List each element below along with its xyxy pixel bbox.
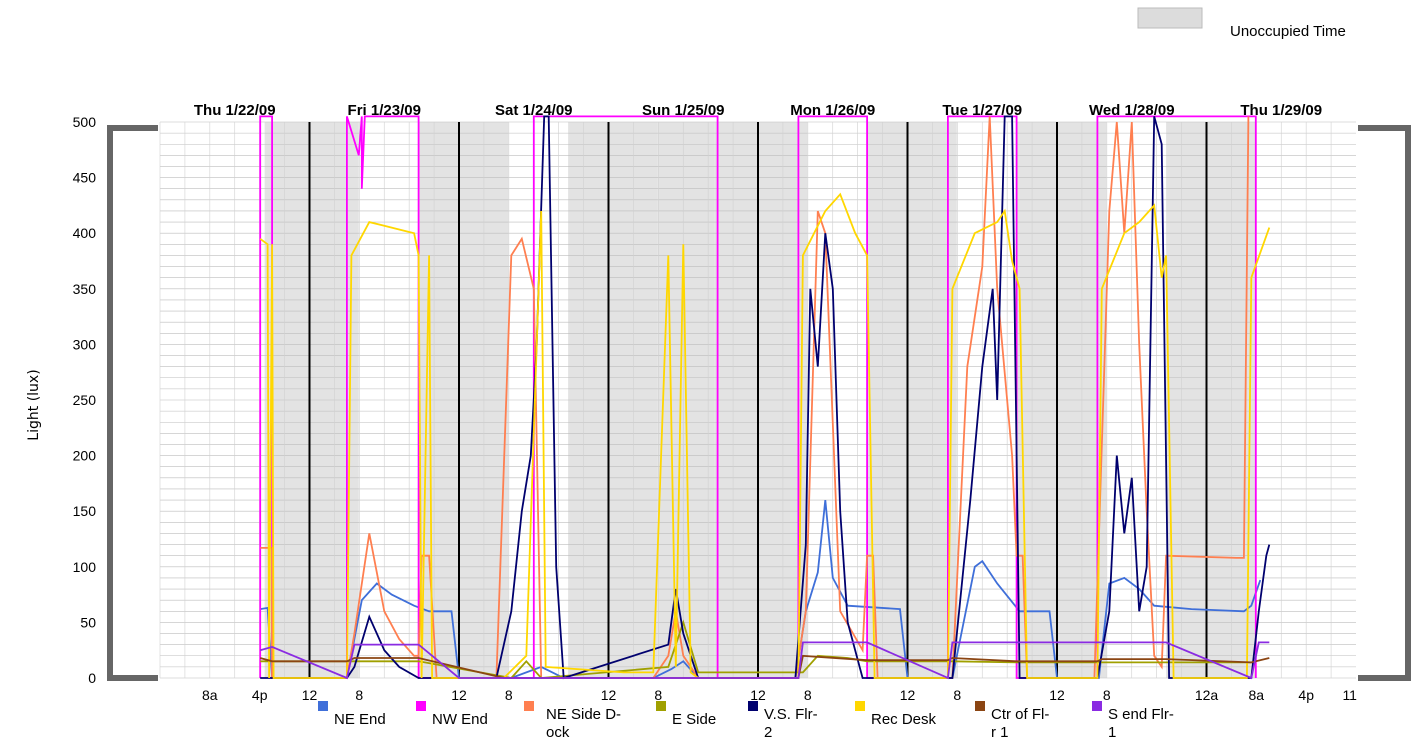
legend-label: V.S. Flr- xyxy=(764,706,818,723)
y-tick-label: 450 xyxy=(73,170,97,186)
y-tick-label: 350 xyxy=(73,281,97,297)
series-line xyxy=(259,641,1270,680)
y-tick-label: 300 xyxy=(73,336,97,352)
series-line xyxy=(259,654,1270,679)
x-tick-label: 12a xyxy=(1195,687,1219,703)
legend-swatch xyxy=(748,701,758,711)
x-tick-label: 4p xyxy=(1298,687,1314,703)
legend-label: Rec Desk xyxy=(871,711,937,728)
legend-swatch xyxy=(416,701,426,711)
legend-label: E Side xyxy=(672,711,716,728)
day-label: Fri 1/23/09 xyxy=(348,102,421,119)
y-tick-label: 100 xyxy=(73,559,97,575)
legend-label: 2 xyxy=(764,724,772,740)
legend-label: 1 xyxy=(1108,724,1116,740)
y-tick-label: 400 xyxy=(73,225,97,241)
left-bracket xyxy=(107,125,158,681)
x-tick-label: 8a xyxy=(202,687,218,703)
x-tick-label: 12 xyxy=(1049,687,1065,703)
legend-label: NW End xyxy=(432,711,488,728)
y-tick-label: 250 xyxy=(73,392,97,408)
legend-swatch xyxy=(656,701,666,711)
series-line xyxy=(260,500,1262,679)
x-tick-label: 12 xyxy=(750,687,766,703)
legend-label: NE Side D- xyxy=(546,706,621,723)
legend-swatch xyxy=(975,701,985,711)
day-label: Thu 1/22/09 xyxy=(194,102,276,119)
series-line xyxy=(260,116,1250,679)
y-tick-label: 150 xyxy=(73,503,97,519)
y-tick-label: 200 xyxy=(73,448,97,464)
legend-label: ock xyxy=(546,724,570,740)
x-tick-label: 8 xyxy=(654,687,662,703)
x-tick-label: 11 xyxy=(1342,687,1357,703)
series-line xyxy=(260,619,1256,679)
x-tick-label: 8 xyxy=(953,687,961,703)
x-tick-label: 12 xyxy=(601,687,617,703)
legend-label: S end Flr- xyxy=(1108,706,1174,723)
y-tick-label: 50 xyxy=(80,614,96,630)
right-bracket xyxy=(1358,125,1411,681)
x-tick-label: 12 xyxy=(451,687,467,703)
day-label: Thu 1/29/09 xyxy=(1240,102,1322,119)
y-tick-label: 500 xyxy=(73,114,97,130)
legend-label: Ctr of Fl- xyxy=(991,706,1049,723)
x-tick-label: 12 xyxy=(302,687,318,703)
legend-swatch xyxy=(318,701,328,711)
legend-label: NE End xyxy=(334,711,386,728)
day-label: Wed 1/28/09 xyxy=(1089,102,1175,119)
day-label: Mon 1/26/09 xyxy=(790,102,875,119)
x-tick-label: 8a xyxy=(1248,687,1264,703)
x-tick-label: 8 xyxy=(505,687,513,703)
legend-label: r 1 xyxy=(991,724,1009,740)
day-label: Sun 1/25/09 xyxy=(642,102,725,119)
unoccupied-legend-label: Unoccupied Time xyxy=(1230,23,1346,40)
unoccupied-legend-swatch xyxy=(1137,7,1203,29)
legend-swatch xyxy=(855,701,865,711)
x-tick-label: 12 xyxy=(900,687,916,703)
legend-swatch xyxy=(1092,701,1102,711)
x-tick-label: 8 xyxy=(1103,687,1111,703)
y-axis-label: Light (lux) xyxy=(26,369,42,440)
x-tick-label: 8 xyxy=(355,687,363,703)
y-tick-label: 0 xyxy=(88,670,96,686)
day-label: Tue 1/27/09 xyxy=(942,102,1022,119)
x-tick-label: 4p xyxy=(252,687,268,703)
day-label: Sat 1/24/09 xyxy=(495,102,573,119)
series-line xyxy=(260,115,1271,680)
legend-swatch xyxy=(524,701,534,711)
x-tick-label: 8 xyxy=(804,687,812,703)
